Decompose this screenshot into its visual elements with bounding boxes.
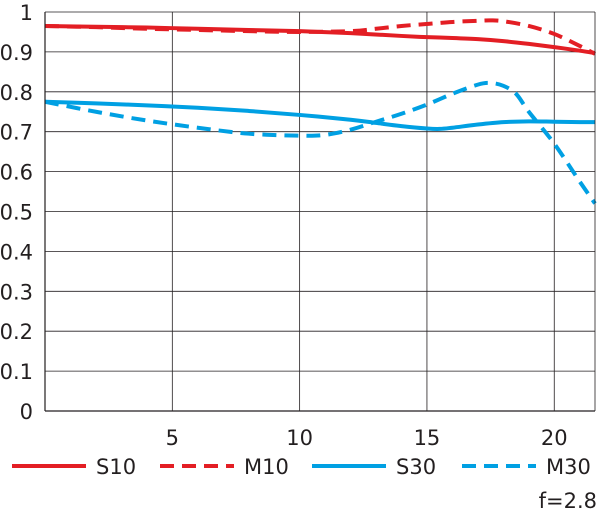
- y-tick-label: 0.1: [0, 360, 33, 384]
- y-tick-label: 0.9: [0, 41, 33, 65]
- y-tick-label: 0.2: [0, 320, 33, 344]
- x-tick-label: 20: [541, 426, 568, 450]
- x-tick-label: 15: [414, 426, 441, 450]
- axes: [44, 12, 596, 412]
- legend-item-m30: M30: [462, 455, 591, 479]
- series-line-s30: [44, 99, 596, 131]
- legend-label: S30: [396, 455, 436, 479]
- y-tick-label: 0.4: [0, 240, 33, 264]
- legend-item-s10: S10: [12, 455, 136, 479]
- grid: [45, 11, 595, 411]
- aperture-annotation: f=2.8: [539, 489, 597, 513]
- legend-item-s30: S30: [312, 455, 436, 479]
- y-tick-label: 0.5: [0, 201, 33, 225]
- legend-item-m10: M10: [160, 455, 289, 479]
- y-tick-label: 1: [20, 1, 33, 25]
- series-line-s10: [44, 23, 596, 56]
- legend: S10 M10 S30 M30: [12, 455, 591, 479]
- y-tick-label: 0.3: [0, 280, 33, 304]
- series-line-m10: [44, 18, 596, 56]
- legend-label: M10: [244, 455, 289, 479]
- series-lines: [44, 18, 597, 205]
- legend-label: M30: [546, 455, 591, 479]
- y-tick-label: 0.7: [0, 121, 33, 145]
- x-tick-label: 5: [166, 426, 179, 450]
- tick-labels: 00.10.20.30.40.50.60.70.80.915 10 15 20: [0, 1, 568, 450]
- x-tick-label: 10: [286, 426, 313, 450]
- y-tick-label: 0.6: [0, 161, 33, 185]
- series-line-m30: [44, 80, 597, 205]
- y-tick-label: 0.8: [0, 81, 33, 105]
- y-tick-label: 0: [20, 400, 33, 424]
- legend-label: S10: [96, 455, 136, 479]
